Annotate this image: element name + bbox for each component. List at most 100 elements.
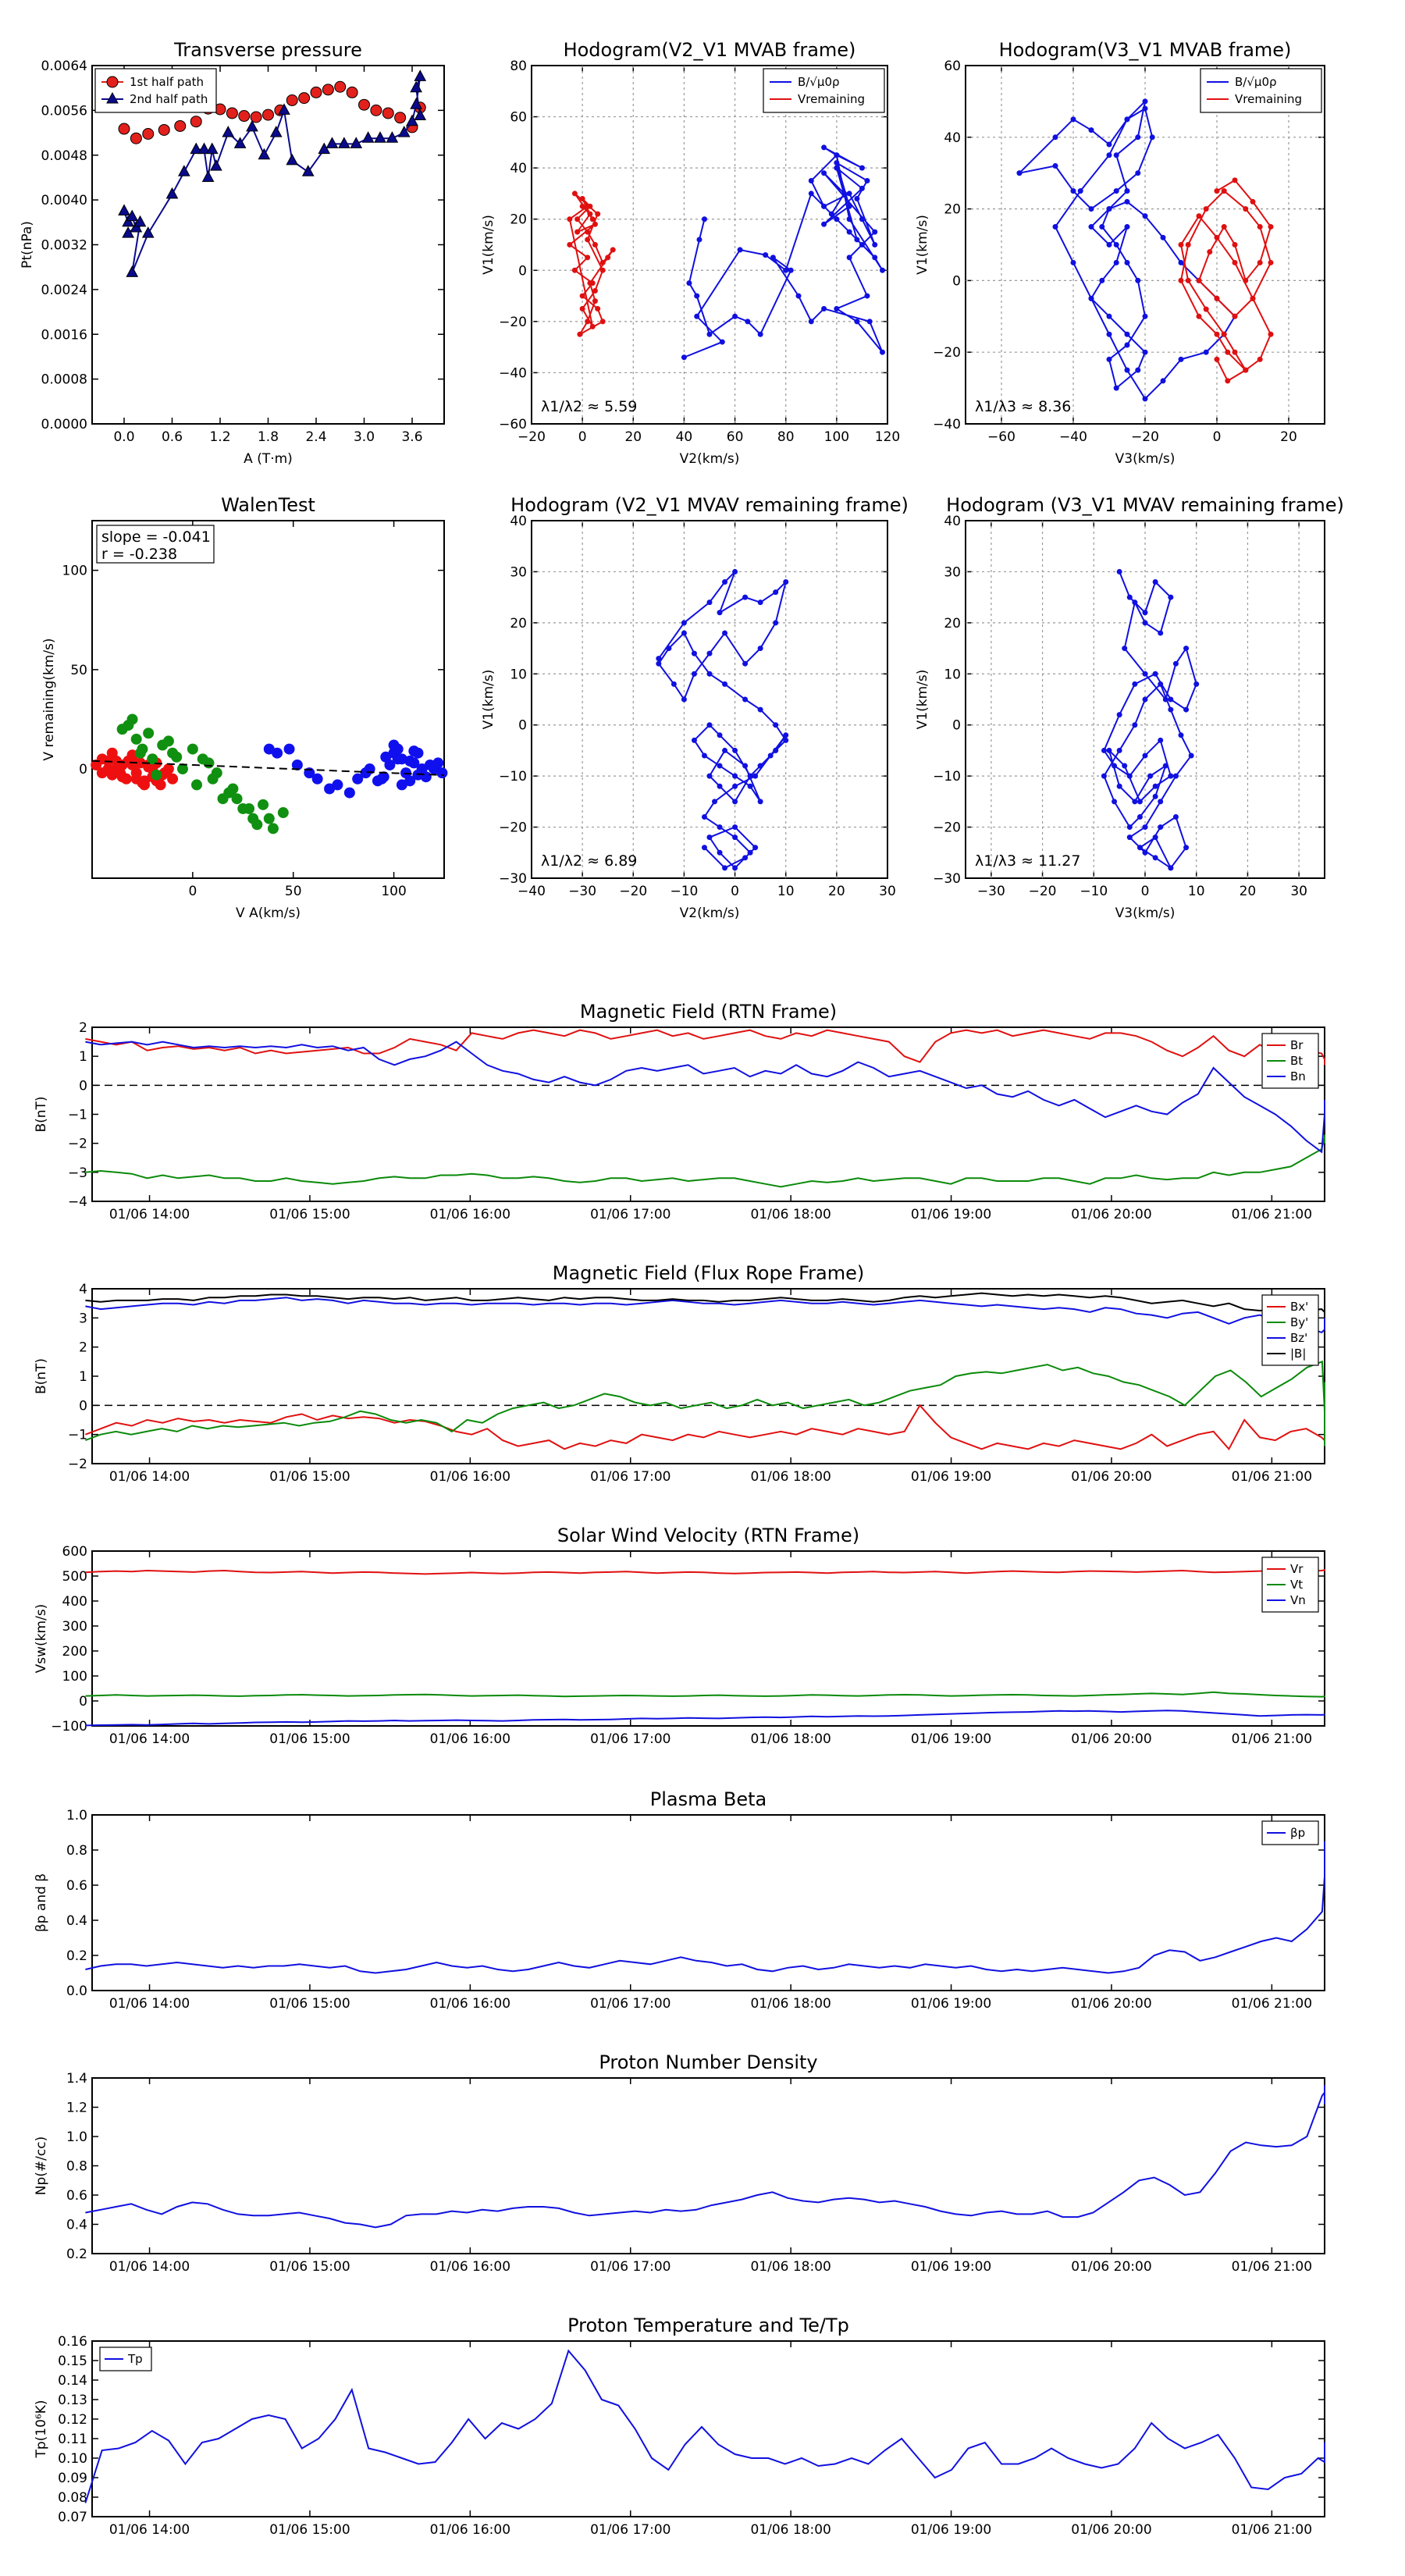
data-point <box>834 305 840 311</box>
data-point <box>1142 349 1148 355</box>
data-point <box>1101 773 1107 779</box>
data-point <box>846 203 852 209</box>
data-point <box>1112 763 1118 769</box>
data-point <box>298 92 311 105</box>
data-point <box>1221 224 1227 230</box>
data-point <box>174 119 187 132</box>
data-point <box>1122 646 1128 652</box>
y-axis-label: βp and β <box>34 1873 49 1932</box>
fit-line <box>91 760 445 777</box>
data-point <box>386 131 399 143</box>
data-point <box>436 767 448 779</box>
data-point <box>854 195 860 201</box>
stats-text: r = -0.238 <box>101 546 177 563</box>
y-tick-label: 0.4 <box>66 1913 87 1929</box>
x-tick-label: 01/06 20:00 <box>1071 1996 1151 2012</box>
data-point <box>717 763 723 769</box>
data-point <box>263 813 275 824</box>
data-point <box>388 739 400 751</box>
data-point <box>795 293 802 299</box>
y-tick-label: 0 <box>952 273 961 289</box>
data-point <box>1185 277 1191 283</box>
y-tick-label: 600 <box>62 1544 87 1560</box>
plot-frame <box>91 2340 1325 2517</box>
data-point <box>732 783 738 789</box>
plot-frame <box>91 1550 1325 1727</box>
x-tick-label: 2.4 <box>305 429 326 445</box>
data-point <box>1136 813 1143 820</box>
data-point <box>1214 356 1220 362</box>
y-tick-label: 0 <box>79 1694 87 1710</box>
data-point <box>130 220 143 233</box>
data-point <box>246 119 258 132</box>
x-tick-label: 0.0 <box>113 429 134 445</box>
y-tick-label: −60 <box>499 417 527 432</box>
data-point <box>722 865 728 871</box>
x-axis-label: V2(km/s) <box>680 451 740 467</box>
x-tick-label: 01/06 18:00 <box>750 1207 831 1222</box>
data-point <box>1152 855 1158 861</box>
data-point <box>1124 224 1130 230</box>
data-point <box>821 170 827 176</box>
data-point <box>1214 331 1220 337</box>
legend-label: |B| <box>1290 1347 1306 1361</box>
y-tick-label: 4 <box>79 1282 87 1297</box>
legend-box <box>1200 68 1322 113</box>
data-point <box>1196 313 1202 319</box>
series-line <box>1103 571 1197 870</box>
data-point <box>412 769 424 781</box>
data-point <box>1136 799 1143 805</box>
data-point <box>1077 188 1083 194</box>
data-point <box>1152 783 1158 789</box>
data-point <box>1188 753 1194 759</box>
data-point <box>1142 696 1148 703</box>
x-tick-label: 3.6 <box>401 429 422 445</box>
data-point <box>130 773 142 785</box>
data-point <box>859 242 865 247</box>
data-point <box>370 104 382 116</box>
data-point <box>872 242 878 247</box>
data-point <box>1152 579 1158 585</box>
x-tick-label: 1.2 <box>209 429 230 445</box>
y-tick-label: −10 <box>499 769 527 785</box>
y-tick-label: 100 <box>62 564 87 579</box>
x-tick-label: 01/06 17:00 <box>590 2259 670 2275</box>
data-point <box>1158 737 1164 743</box>
data-point <box>126 209 139 222</box>
series-line <box>85 1134 1325 1188</box>
data-point <box>1225 349 1231 355</box>
y-axis-label: V1(km/s) <box>915 670 930 730</box>
data-point <box>681 354 687 361</box>
chart-mff: Magnetic Field (Flux Rope Frame) −2 −1 0 1 2 3… <box>34 1262 1325 1485</box>
data-point <box>1142 98 1148 105</box>
data-point <box>1257 356 1263 362</box>
y-tick-label: 50 <box>70 663 87 678</box>
y-tick-label: 1.0 <box>66 1808 87 1823</box>
data-point <box>1142 313 1148 319</box>
data-point <box>203 757 215 769</box>
y-tick-label: 0.0008 <box>41 372 87 388</box>
data-point <box>1268 224 1274 230</box>
data-point <box>872 254 878 261</box>
x-tick-label: −10 <box>1080 884 1108 899</box>
data-point <box>585 229 591 235</box>
data-point <box>1124 331 1130 337</box>
data-point <box>118 204 130 215</box>
data-point <box>147 753 158 765</box>
series-line <box>85 1569 1325 1575</box>
data-point <box>1132 799 1138 805</box>
y-tick-label: 40 <box>944 130 961 146</box>
legend-box <box>94 68 217 113</box>
x-tick-label: 01/06 15:00 <box>269 2259 350 2275</box>
data-point <box>1088 206 1094 212</box>
data-point <box>283 743 295 755</box>
chart-tp: Transverse pressure 0.0 0.6 1.2 1.8 2.4 3.0 3.6… <box>20 39 445 467</box>
data-point <box>176 763 188 775</box>
y-tick-label: 0.07 <box>58 2510 87 2525</box>
data-point <box>808 178 814 184</box>
data-point <box>742 594 749 600</box>
x-tick-label: 01/06 19:00 <box>911 1996 991 2012</box>
data-point <box>834 152 840 158</box>
data-point <box>1070 188 1076 194</box>
data-point <box>191 779 203 791</box>
